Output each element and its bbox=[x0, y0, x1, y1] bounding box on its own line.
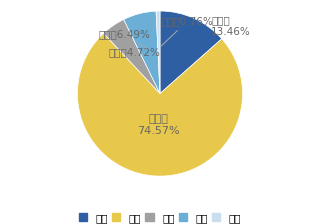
Text: 风电，6.49%: 风电，6.49% bbox=[98, 29, 150, 48]
Legend: 水电, 火电, 核电, 风电, 光伏: 水电, 火电, 核电, 风电, 光伏 bbox=[78, 212, 242, 224]
Wedge shape bbox=[160, 11, 222, 94]
Text: 光伏，0.76%: 光伏，0.76% bbox=[161, 16, 213, 46]
Wedge shape bbox=[104, 19, 160, 94]
Text: 核电，4.72%: 核电，4.72% bbox=[109, 47, 161, 57]
Wedge shape bbox=[124, 11, 160, 94]
Wedge shape bbox=[156, 11, 160, 94]
Text: 水电，
13.46%: 水电， 13.46% bbox=[211, 15, 251, 37]
Wedge shape bbox=[77, 33, 243, 176]
Text: 火电，
74.57%: 火电， 74.57% bbox=[137, 114, 180, 136]
